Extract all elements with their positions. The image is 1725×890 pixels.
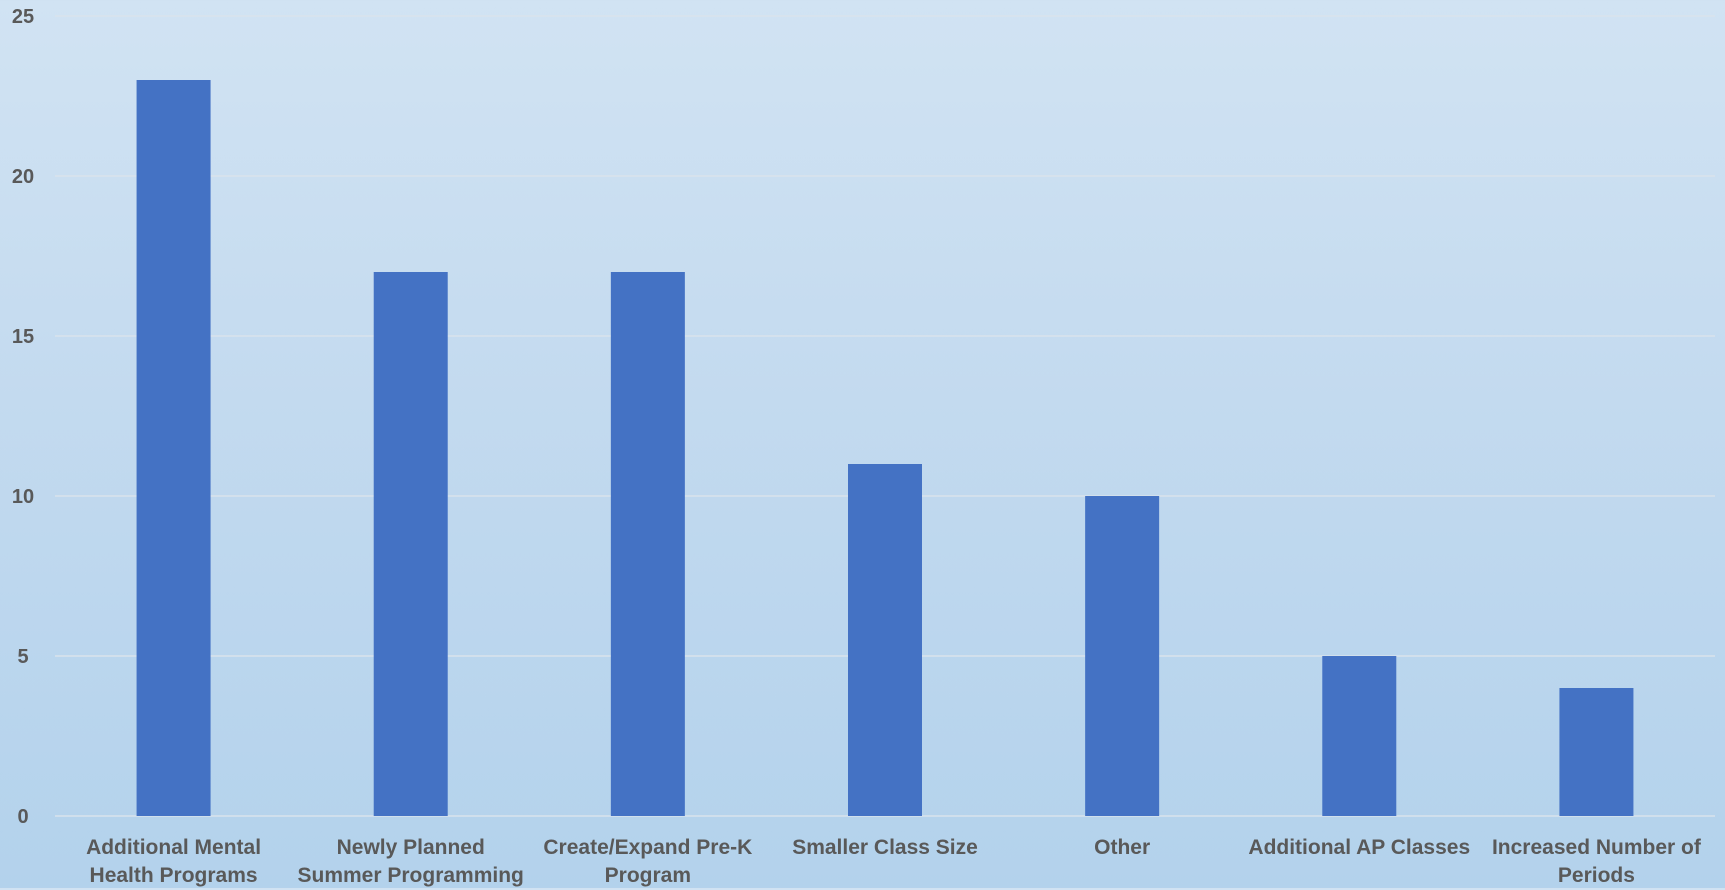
bar — [373, 272, 448, 816]
x-category-label: Additional Mental Health Programs — [86, 836, 262, 887]
y-tick-label: 5 — [17, 646, 28, 668]
bar — [1322, 656, 1397, 816]
bars — [136, 80, 1634, 816]
y-tick-label: 0 — [17, 806, 28, 828]
bar — [848, 464, 922, 816]
y-tick-label: 25 — [12, 6, 34, 28]
x-category-label: Newly Planned Summer Programming — [297, 836, 524, 887]
y-axis-ticks: 0 5 10 15 20 25 — [12, 6, 34, 828]
bar — [136, 80, 211, 816]
y-tick-label: 10 — [12, 486, 34, 508]
bar — [1085, 496, 1160, 816]
x-category-label: Additional AP Classes — [1248, 836, 1471, 859]
bar — [1559, 688, 1634, 816]
x-category-label: Increased Number of Periods — [1491, 836, 1701, 887]
x-category-label: Smaller Class Size — [792, 836, 978, 859]
y-tick-label: 15 — [12, 326, 34, 348]
bar — [610, 272, 685, 816]
x-category-label: Other — [1094, 836, 1151, 859]
x-category-label: Create/Expand Pre-K Program — [543, 836, 753, 887]
y-tick-label: 20 — [12, 166, 34, 188]
